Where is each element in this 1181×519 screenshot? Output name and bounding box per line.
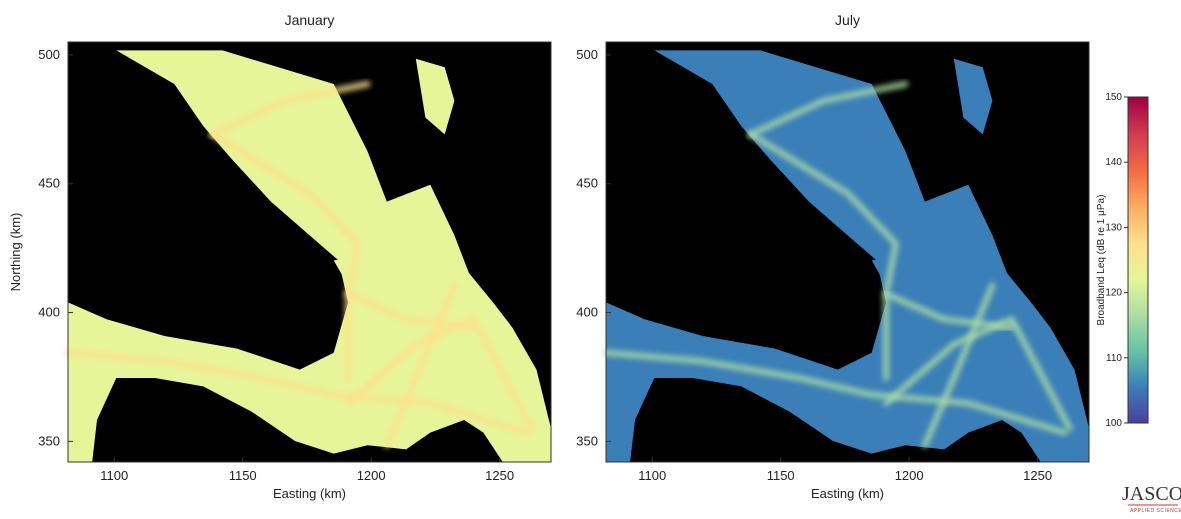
shipping-lane bbox=[883, 291, 1015, 331]
x-tick-label: 1250 bbox=[1023, 468, 1052, 483]
x-axis-label: Easting (km) bbox=[811, 486, 884, 501]
y-tick-label: 500 bbox=[38, 47, 60, 62]
panel-july: July 1100 1150 1200 1250 350 400 450 500 Easting … bbox=[576, 12, 1090, 501]
y-tick-label: 450 bbox=[576, 176, 598, 191]
x-tick-label: 1150 bbox=[229, 468, 257, 483]
colorbar-tick-label: 150 bbox=[1105, 92, 1122, 103]
water-area bbox=[68, 50, 551, 463]
shipping-lane bbox=[345, 316, 535, 432]
colorbar-tick-label: 120 bbox=[1105, 288, 1122, 299]
x-tick-label: 1250 bbox=[485, 468, 514, 483]
x-tick-label: 1100 bbox=[100, 468, 128, 483]
colorbar-scale bbox=[1127, 96, 1149, 424]
x-tick-label: 1200 bbox=[895, 468, 924, 483]
shipping-lane bbox=[65, 349, 530, 436]
y-tick-label: 450 bbox=[38, 176, 60, 191]
logo-tagline: APPLIED SCIENCES bbox=[1130, 508, 1181, 514]
panel-january: January 1100 1150 1200 1250 350 400 450 500 Easti… bbox=[8, 12, 552, 501]
y-tick-label: 400 bbox=[38, 305, 60, 320]
water-area bbox=[415, 58, 455, 135]
colorbar: 100 110 120 130 140 150 Broadband Leq (dB re 1… bbox=[1096, 92, 1149, 429]
x-tick-label: 1200 bbox=[357, 468, 386, 483]
shipping-lane bbox=[345, 291, 477, 331]
y-tick-label: 350 bbox=[38, 433, 60, 448]
x-tick-label: 1100 bbox=[638, 468, 666, 483]
y-tick-label: 500 bbox=[576, 47, 598, 62]
shipping-lane bbox=[383, 282, 458, 449]
shipping-lane bbox=[747, 81, 909, 138]
shipping-lane bbox=[921, 282, 996, 449]
x-tick-label: 1150 bbox=[767, 468, 795, 483]
plot-frame bbox=[67, 41, 552, 463]
panel-title: January bbox=[285, 12, 335, 28]
y-tick-label: 350 bbox=[576, 433, 598, 448]
y-axis-label: Northing (km) bbox=[8, 213, 23, 292]
y-tick-label: 400 bbox=[576, 305, 598, 320]
logo-wordmark: JASCO bbox=[1122, 483, 1181, 505]
colorbar-title: Broadband Leq (dB re 1 μPa) bbox=[1096, 195, 1107, 326]
panel-title: July bbox=[835, 12, 860, 28]
water-area bbox=[606, 50, 1089, 463]
colorbar-tick-label: 100 bbox=[1105, 418, 1122, 429]
plot-frame bbox=[605, 41, 1090, 463]
water-area bbox=[953, 58, 993, 135]
shipping-lane bbox=[209, 81, 371, 138]
x-axis-label: Easting (km) bbox=[273, 486, 346, 501]
shipping-lane bbox=[883, 316, 1073, 432]
colorbar-tick-label: 110 bbox=[1106, 353, 1122, 364]
shipping-lane bbox=[209, 131, 361, 381]
shipping-lane bbox=[603, 349, 1068, 436]
colorbar-tick-label: 130 bbox=[1105, 222, 1122, 233]
colorbar-tick-label: 140 bbox=[1105, 157, 1122, 168]
jasco-logo: JASCO APPLIED SCIENCES bbox=[1122, 483, 1181, 514]
shipping-lane bbox=[747, 131, 899, 381]
